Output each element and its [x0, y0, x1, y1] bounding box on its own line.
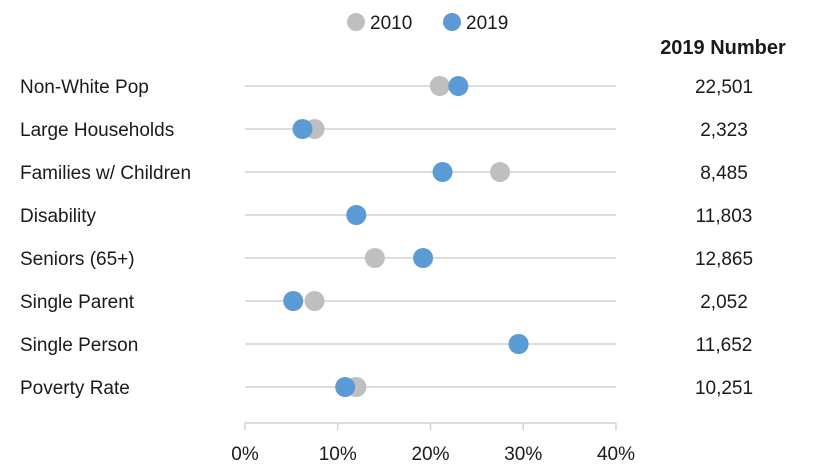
category-label: Poverty Rate — [20, 378, 130, 399]
category-label: Seniors (65+) — [20, 249, 135, 270]
numbers-column-header: 2019 Number — [660, 37, 786, 59]
number-value: 12,865 — [695, 249, 753, 270]
legend-marker-2010 — [347, 13, 365, 31]
chart-row-seniors-65: Seniors (65+) 12,865 — [20, 248, 753, 270]
chart-row-disability: Disability 11,803 — [20, 205, 752, 227]
number-value: 2,052 — [700, 292, 748, 313]
x-axis-ticks: 0% 10% 20% 30% 40% — [231, 423, 635, 465]
number-value: 8,485 — [700, 163, 748, 184]
point-2019-non-white-pop — [448, 76, 469, 96]
chart-row-poverty-rate: Poverty Rate 10,251 — [20, 377, 753, 399]
point-2019-large-households — [292, 119, 313, 139]
x-tick-label: 20% — [411, 444, 449, 465]
legend-label-2019: 2019 — [466, 13, 508, 34]
legend-label-2010: 2010 — [370, 13, 412, 34]
category-label: Single Person — [20, 335, 138, 356]
category-label: Large Households — [20, 120, 174, 141]
legend: 2010 2019 — [347, 13, 508, 34]
chart-row-families-w-children: Families w/ Children 8,485 — [20, 162, 748, 184]
x-tick-label: 30% — [504, 444, 542, 465]
category-label: Families w/ Children — [20, 163, 191, 184]
point-2019-families-w-children — [432, 162, 453, 182]
legend-marker-2019 — [443, 13, 461, 31]
chart-row-single-parent: Single Parent 2,052 — [20, 291, 748, 313]
number-value: 11,803 — [696, 206, 753, 227]
chart-rows: Non-White Pop 22,501 Large Households 2,323… — [20, 76, 753, 399]
number-value: 22,501 — [695, 77, 753, 98]
chart-row-large-households: Large Households 2,323 — [20, 119, 748, 141]
point-2019-single-parent — [283, 291, 304, 311]
x-tick-label: 10% — [319, 444, 357, 465]
point-2019-disability — [346, 205, 367, 225]
point-2010-seniors-65 — [364, 248, 385, 268]
number-value: 10,251 — [695, 378, 753, 399]
category-label: Single Parent — [20, 292, 135, 313]
point-2010-families-w-children — [490, 162, 511, 182]
point-2019-seniors-65 — [413, 248, 434, 268]
x-tick-label: 0% — [231, 444, 259, 465]
point-2010-single-parent — [304, 291, 325, 311]
chart-row-single-person: Single Person 11,652 — [20, 334, 752, 356]
point-2019-poverty-rate — [335, 377, 356, 397]
x-tick-label: 40% — [597, 444, 635, 465]
point-2010-non-white-pop — [429, 76, 450, 96]
point-2019-single-person — [508, 334, 529, 354]
number-value: 2,323 — [700, 120, 748, 141]
number-value: 11,652 — [696, 335, 753, 356]
chart-row-non-white-pop: Non-White Pop 22,501 — [20, 76, 753, 98]
category-label: Disability — [20, 206, 97, 227]
category-label: Non-White Pop — [20, 77, 149, 98]
